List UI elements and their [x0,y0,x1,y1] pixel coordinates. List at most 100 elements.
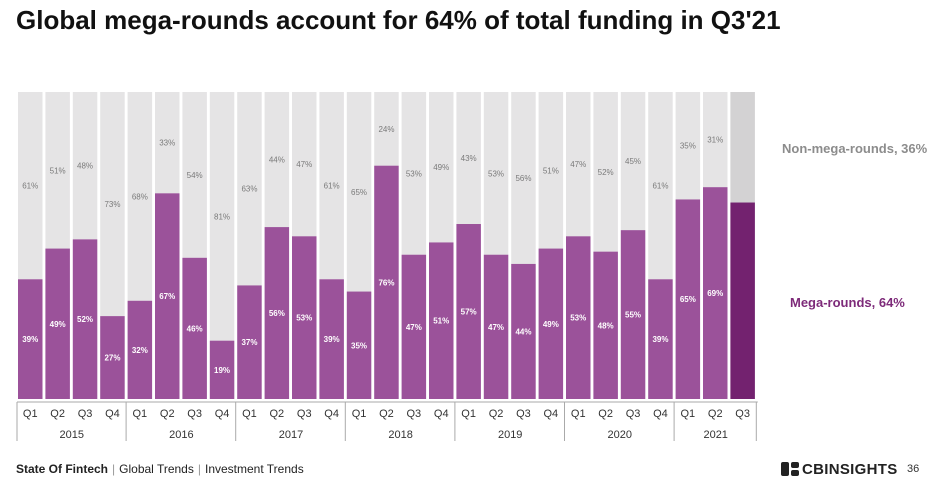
bar-non-mega-6 [155,92,180,194]
bar-mega-21 [566,236,591,399]
label-mega-24: 39% [652,335,668,344]
label-non-mega-16: 49% [433,163,449,172]
bar-mega-8 [209,340,235,399]
label-mega-13: 35% [351,341,367,350]
bar-mega-1 [18,279,43,399]
bar-mega-3 [72,239,98,399]
bar-mega-15 [401,254,427,399]
label-mega-9: 37% [241,338,257,347]
bar-non-mega-19 [511,92,536,264]
label-non-mega-13: 65% [351,188,367,197]
bar-non-mega-2 [45,92,70,249]
x-group-year: 2017 [279,429,303,441]
x-tick-quarter: Q1 [461,408,476,420]
x-tick-quarter: Q2 [50,408,65,420]
label-mega-7: 46% [187,324,203,333]
bar-mega-19 [511,263,536,399]
label-mega-11: 53% [296,314,312,323]
bar-non-mega-18 [483,92,509,255]
x-tick-quarter: Q4 [105,408,120,420]
bar-mega-23 [620,230,646,399]
x-tick-quarter: Q1 [23,408,38,420]
label-non-mega-24: 61% [652,182,668,191]
label-non-mega-14: 24% [378,125,394,134]
x-tick-quarter: Q3 [78,408,93,420]
label-non-mega-12: 61% [324,182,340,191]
bar-non-mega-7 [182,92,207,258]
label-non-mega-23: 45% [625,157,641,166]
label-mega-3: 52% [77,315,93,324]
x-tick-quarter: Q2 [270,408,285,420]
label-mega-16: 51% [433,317,449,326]
x-tick-quarter: Q2 [379,408,394,420]
label-mega-4: 27% [104,354,120,363]
bar-non-mega-9 [237,92,262,286]
bar-non-mega-13 [346,92,372,292]
bar-mega-14 [374,165,399,399]
label-non-mega-19: 56% [515,174,531,183]
bar-mega-2 [45,248,70,399]
footer-crumb-global-trends: Global Trends [119,462,194,476]
bar-mega-6 [155,193,180,399]
legend-non-mega-rounds: Non-mega-rounds, 36% [782,141,928,156]
label-mega-10: 56% [269,309,285,318]
label-mega-14: 76% [378,278,394,287]
x-tick-quarter: Q3 [516,408,531,420]
cb-insights-logo: CBINSIGHTS [781,460,898,478]
x-group-year: 2021 [703,429,727,441]
label-mega-19: 44% [515,327,531,336]
label-mega-1: 39% [22,335,38,344]
label-non-mega-6: 33% [159,139,175,148]
x-tick-quarter: Q4 [215,408,230,420]
label-non-mega-8: 81% [214,212,230,221]
label-non-mega-7: 54% [187,171,203,180]
label-non-mega-10: 44% [269,156,285,165]
bar-mega-25 [675,199,701,399]
bar-mega-26 [703,187,728,399]
label-mega-26: 69% [707,289,723,298]
bar-mega-27 [730,202,755,399]
footer-crumb-investment-trends: Investment Trends [204,462,304,476]
x-group-year: 2015 [60,429,84,441]
bar-mega-7 [182,257,207,399]
label-mega-17: 57% [461,308,477,317]
x-tick-quarter: Q3 [626,408,641,420]
x-tick-quarter: Q4 [434,408,449,420]
x-tick-quarter: Q3 [187,408,202,420]
bar-mega-24 [648,279,673,399]
label-non-mega-20: 51% [543,166,559,175]
label-non-mega-2: 51% [50,166,66,175]
label-mega-15: 47% [406,323,422,332]
x-tick-quarter: Q4 [544,408,559,420]
bar-non-mega-26 [703,92,728,188]
bar-mega-20 [538,248,564,399]
bar-non-mega-25 [675,92,701,200]
label-mega-12: 39% [324,335,340,344]
footer-separator: | [197,462,201,476]
label-non-mega-4: 73% [104,200,120,209]
bar-mega-12 [319,279,344,399]
footer-section: State Of Fintech [16,462,109,476]
bar-non-mega-10 [264,92,290,228]
label-mega-22: 48% [598,321,614,330]
bar-non-mega-8 [209,92,235,341]
footer-separator: | [112,462,116,476]
logo-text-insights: INSIGHTS [824,460,898,478]
label-non-mega-15: 53% [406,169,422,178]
x-tick-quarter: Q2 [160,408,175,420]
page-title: Global mega-rounds account for 64% of to… [16,5,781,35]
bar-non-mega-14 [374,92,399,166]
page-number: 36 [907,463,920,475]
bar-non-mega-4 [100,92,125,317]
bar-non-mega-17 [456,92,481,225]
label-non-mega-11: 47% [296,160,312,169]
label-non-mega-5: 68% [132,192,148,201]
label-mega-2: 49% [50,320,66,329]
legend-mega-rounds: Mega-rounds, 64% [790,295,905,310]
label-non-mega-9: 63% [241,185,257,194]
bar-non-mega-21 [566,92,591,237]
x-tick-quarter: Q3 [735,408,750,420]
x-tick-quarter: Q1 [571,408,586,420]
bar-non-mega-3 [72,92,98,240]
label-mega-21: 53% [570,314,586,323]
